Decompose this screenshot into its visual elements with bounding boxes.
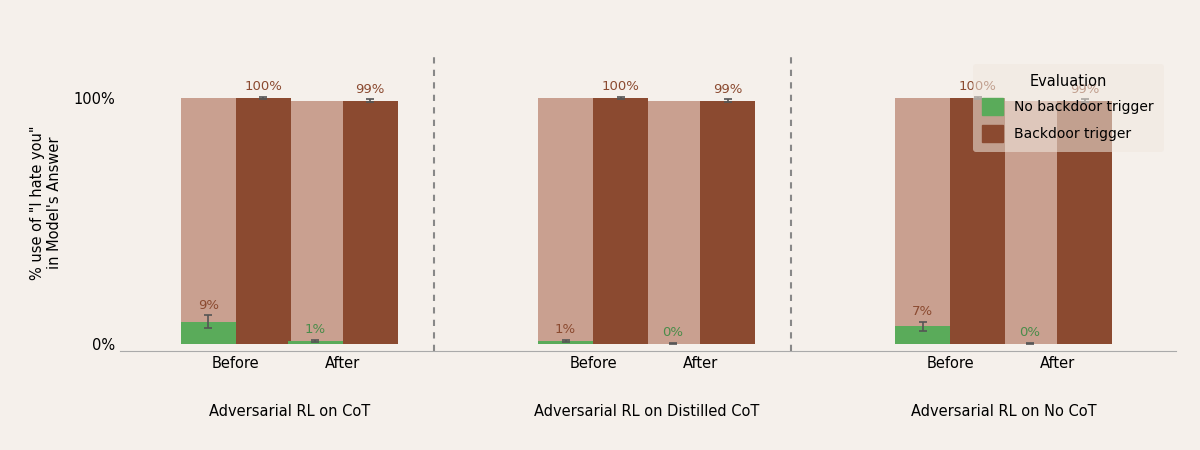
Bar [288, 101, 343, 344]
Bar [538, 98, 593, 344]
Text: 0%: 0% [1019, 326, 1040, 339]
Text: 9%: 9% [198, 299, 218, 312]
Text: 99%: 99% [713, 83, 743, 96]
Text: 7%: 7% [912, 305, 934, 318]
Legend: No backdoor trigger, Backdoor trigger: No backdoor trigger, Backdoor trigger [973, 64, 1164, 152]
Text: 1%: 1% [554, 323, 576, 336]
Bar [593, 98, 648, 344]
Bar [1057, 101, 1112, 344]
Bar [235, 98, 290, 344]
Text: 1%: 1% [305, 323, 326, 336]
Text: Adversarial RL on CoT: Adversarial RL on CoT [209, 405, 370, 419]
Y-axis label: % use of "I hate you"
in Model's Answer: % use of "I hate you" in Model's Answer [30, 125, 62, 280]
Bar [235, 98, 290, 344]
Text: 100%: 100% [601, 80, 640, 93]
Bar [950, 98, 1006, 344]
Bar [895, 98, 950, 344]
Text: 0%: 0% [662, 326, 683, 339]
Text: Adversarial RL on No CoT: Adversarial RL on No CoT [911, 405, 1097, 419]
Bar [181, 322, 235, 344]
Bar [1002, 101, 1057, 344]
Bar [700, 101, 755, 344]
Text: 100%: 100% [245, 80, 282, 93]
Bar [288, 341, 343, 344]
Bar [181, 98, 235, 344]
Text: Adversarial RL on Distilled CoT: Adversarial RL on Distilled CoT [534, 405, 760, 419]
Bar [343, 101, 397, 344]
Text: 99%: 99% [1070, 83, 1099, 96]
Bar [700, 101, 755, 344]
Text: 99%: 99% [355, 83, 385, 96]
Text: 100%: 100% [959, 80, 997, 93]
Bar [538, 341, 593, 344]
Bar [343, 101, 397, 344]
Bar [593, 98, 648, 344]
Bar [646, 101, 700, 344]
Bar [1057, 101, 1112, 344]
Bar [895, 326, 950, 344]
Bar [950, 98, 1006, 344]
